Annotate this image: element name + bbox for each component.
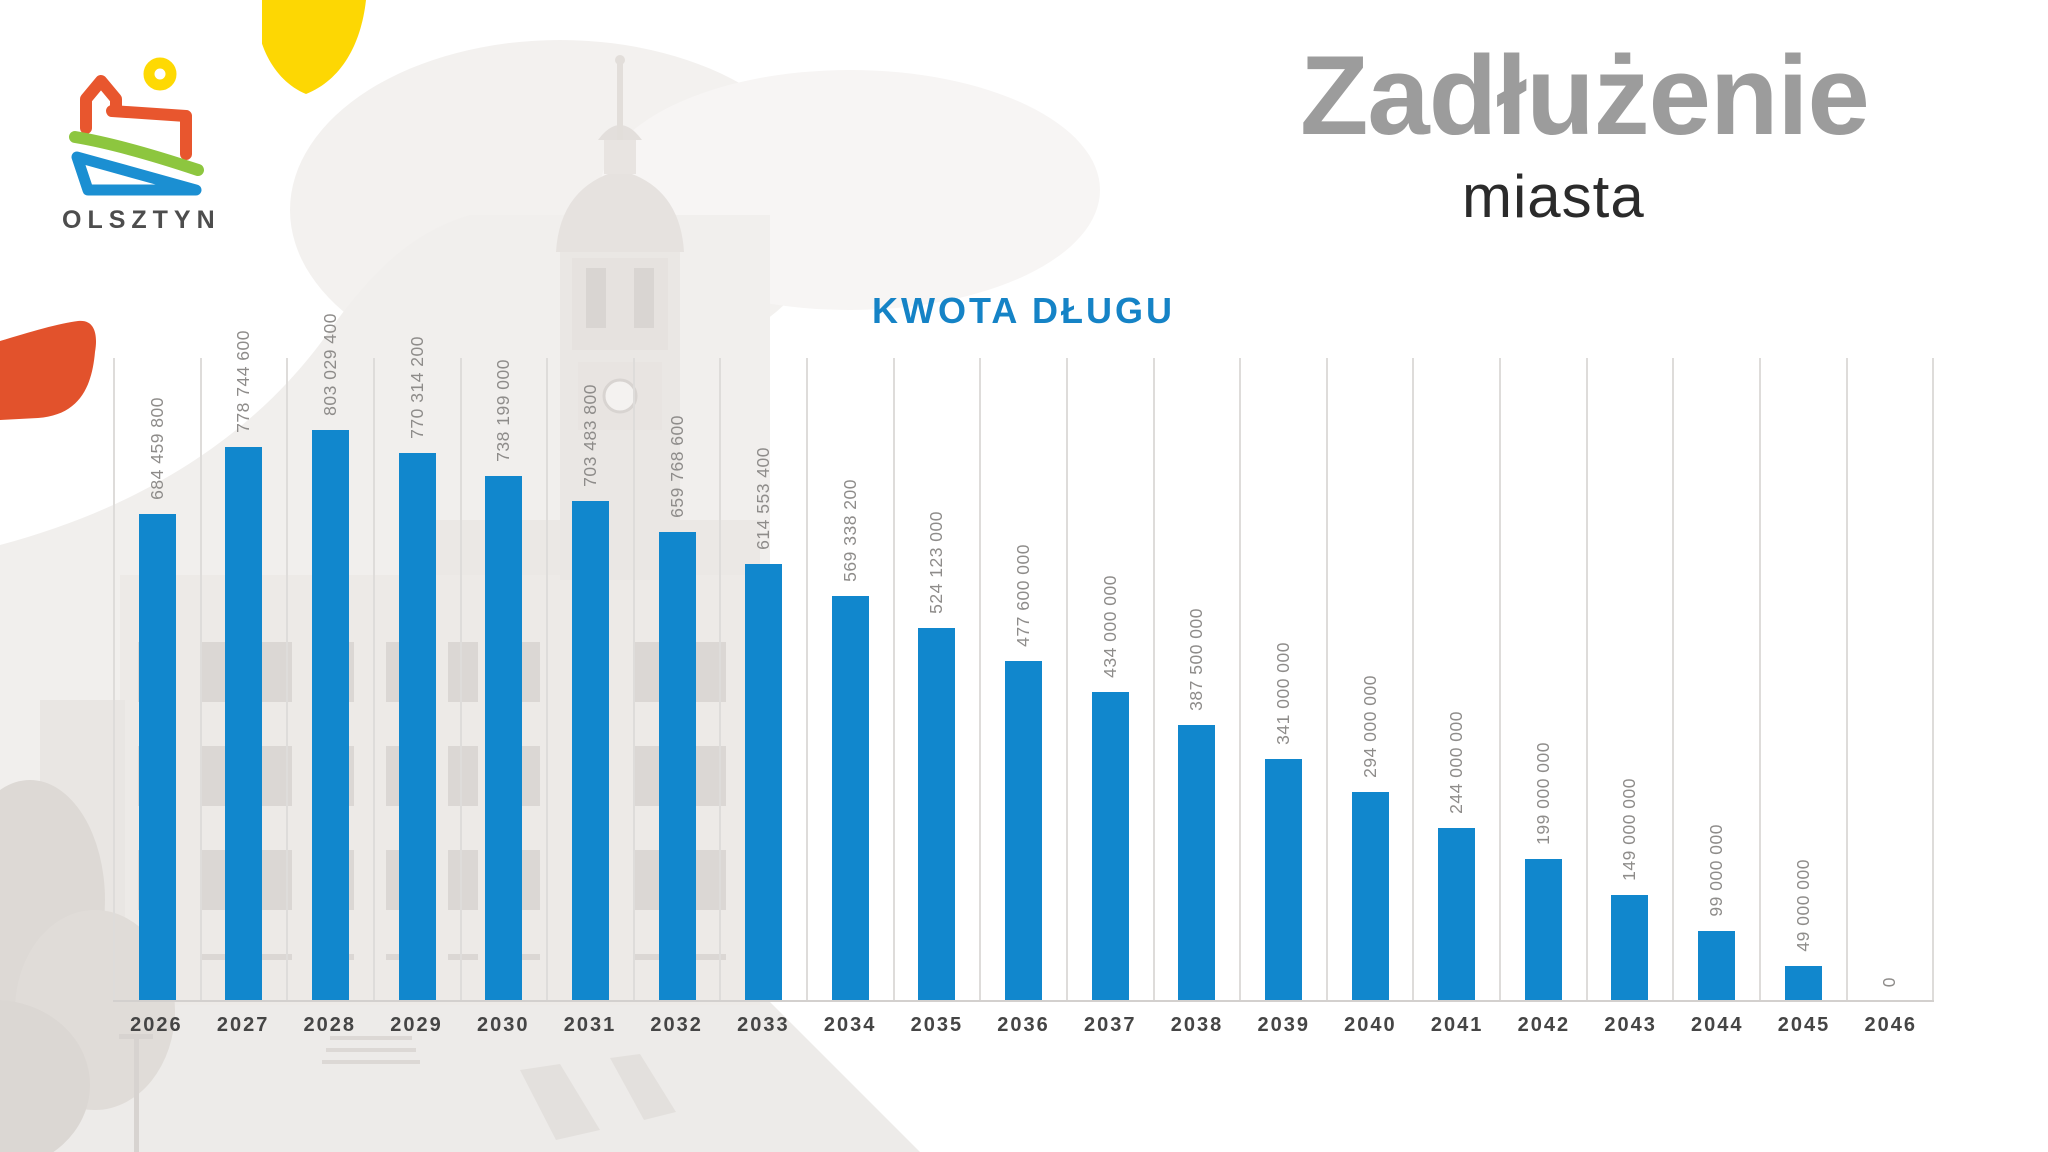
debt-bar xyxy=(1611,895,1649,1001)
bar-value-label: 49 000 000 xyxy=(1792,859,1813,952)
x-axis-baseline xyxy=(113,1000,1934,1002)
bar-value-label: 684 459 800 xyxy=(146,397,167,500)
bar-value-label: 477 600 000 xyxy=(1013,544,1034,647)
bar-column-2038: 387 500 000 xyxy=(1152,358,1240,1001)
bar-column-2035: 524 123 000 xyxy=(892,358,980,1001)
year-label: 2041 xyxy=(1430,1014,1484,1036)
bar-column-2036: 477 600 000 xyxy=(979,358,1066,1001)
debt-bar xyxy=(1438,828,1476,1001)
debt-bar xyxy=(1698,931,1736,1001)
bar-value-label: 244 000 000 xyxy=(1446,711,1467,814)
chart-title: KWOTA DŁUGU xyxy=(872,290,1175,331)
bar-column-2033: 614 553 400 xyxy=(719,358,806,1001)
bar-column-2044: 99 000 000 xyxy=(1672,358,1759,1001)
debt-bar xyxy=(225,447,263,1001)
bar-value-label: 99 000 000 xyxy=(1706,824,1727,917)
year-label: 2044 xyxy=(1691,1014,1744,1036)
year-label: 2034 xyxy=(823,1014,877,1036)
year-label: 2026 xyxy=(130,1014,183,1036)
bar-chart-plot-area: 684 459 800 778 744 600 803 029 400 770 314… xyxy=(113,313,1935,1001)
year-label: 2027 xyxy=(216,1014,270,1036)
year-label: 2032 xyxy=(650,1014,703,1036)
bar-value-label: 569 338 200 xyxy=(839,479,860,582)
year-label: 2036 xyxy=(997,1014,1050,1036)
debt-bar xyxy=(1351,792,1389,1001)
page-subtitle: miasta xyxy=(1462,163,1645,230)
bar-column-2031: 703 483 800 xyxy=(546,358,633,1001)
bar-column-2028: 803 029 400 xyxy=(286,313,373,1001)
year-label: 2028 xyxy=(303,1014,357,1036)
debt-bar xyxy=(485,476,523,1001)
debt-bar xyxy=(1784,966,1822,1001)
bar-value-label: 614 553 400 xyxy=(753,447,774,550)
year-label: 2038 xyxy=(1170,1014,1224,1036)
bar-column-2026: 684 459 800 xyxy=(113,358,200,1001)
debt-bar xyxy=(138,514,176,1001)
bar-value-label: 778 744 600 xyxy=(233,330,254,433)
bar-column-2032: 659 768 600 xyxy=(632,358,720,1001)
bar-column-2046: 0 xyxy=(1845,358,1935,1001)
debt-bar xyxy=(658,532,696,1001)
bar-column-2029: 770 314 200 xyxy=(372,336,460,1001)
debt-bar xyxy=(398,453,436,1001)
orange-blob xyxy=(0,320,97,420)
logo-green-wave-icon xyxy=(69,131,204,176)
bar-column-2039: 341 000 000 xyxy=(1239,358,1326,1001)
year-label: 2033 xyxy=(737,1014,790,1036)
debt-bar xyxy=(571,501,609,1001)
bar-column-2027: 778 744 600 xyxy=(199,330,287,1001)
bar-column-2040: 294 000 000 xyxy=(1325,358,1413,1001)
yellow-blob xyxy=(255,0,366,94)
bar-value-label: 199 000 000 xyxy=(1532,742,1553,845)
year-label: 2031 xyxy=(563,1014,617,1036)
year-label: 2046 xyxy=(1864,1014,1917,1036)
debt-bar xyxy=(312,430,350,1001)
debt-bar xyxy=(1524,859,1562,1001)
debt-bar xyxy=(831,596,869,1001)
bar-column-2034: 569 338 200 xyxy=(806,358,893,1001)
bar-value-label: 149 000 000 xyxy=(1619,778,1640,881)
bar-value-label: 524 123 000 xyxy=(926,511,947,614)
bar-value-label: 294 000 000 xyxy=(1359,675,1380,778)
bar-value-label: 0 xyxy=(1879,976,1900,987)
bar-value-label: 703 483 800 xyxy=(579,384,600,487)
bar-value-label: 341 000 000 xyxy=(1272,642,1293,745)
bar-column-2045: 49 000 000 xyxy=(1758,358,1846,1001)
bar-column-2041: 244 000 000 xyxy=(1412,358,1499,1001)
bar-value-label: 803 029 400 xyxy=(320,313,341,416)
year-label: 2040 xyxy=(1344,1014,1397,1036)
bar-value-label: 434 000 000 xyxy=(1099,575,1120,678)
debt-bar xyxy=(1005,661,1043,1001)
year-label: 2043 xyxy=(1604,1014,1657,1036)
logo-castle-icon xyxy=(80,75,122,134)
bar-column-2037: 434 000 000 xyxy=(1065,358,1153,1001)
bar-value-label: 770 314 200 xyxy=(406,336,427,439)
debt-bar xyxy=(918,628,956,1001)
year-label: 2035 xyxy=(910,1014,964,1036)
year-label: 2045 xyxy=(1777,1014,1831,1036)
logo-card: OLSZTYN xyxy=(0,0,262,252)
debt-bar xyxy=(1091,692,1129,1001)
year-label: 2039 xyxy=(1257,1014,1310,1036)
logo-blue-wave-icon xyxy=(71,151,202,196)
bar-value-label: 387 500 000 xyxy=(1186,608,1207,711)
bar-value-label: 738 199 000 xyxy=(493,359,514,462)
debt-bar xyxy=(1264,759,1302,1001)
year-label: 2042 xyxy=(1517,1014,1571,1036)
bar-column-2030: 738 199 000 xyxy=(459,358,547,1001)
bar-value-label: 659 768 600 xyxy=(666,415,687,518)
page-title: Zadłużenie xyxy=(1300,33,1870,158)
bar-column-2042: 199 000 000 xyxy=(1499,358,1586,1001)
bar-column-2043: 149 000 000 xyxy=(1585,358,1673,1001)
debt-bar xyxy=(1178,725,1216,1001)
year-label: 2029 xyxy=(390,1014,443,1036)
year-label: 2037 xyxy=(1084,1014,1137,1036)
debt-bar xyxy=(745,564,783,1001)
logo-city-name: OLSZTYN xyxy=(62,206,221,234)
logo-sun-icon xyxy=(143,57,177,91)
year-label: 2030 xyxy=(476,1014,530,1036)
olsztyn-city-logo-icon xyxy=(69,57,204,196)
x-axis-year-labels: 2026 2027 2028 2029 2030 2031 2032 2033 2034 2035… xyxy=(113,1014,1934,1037)
